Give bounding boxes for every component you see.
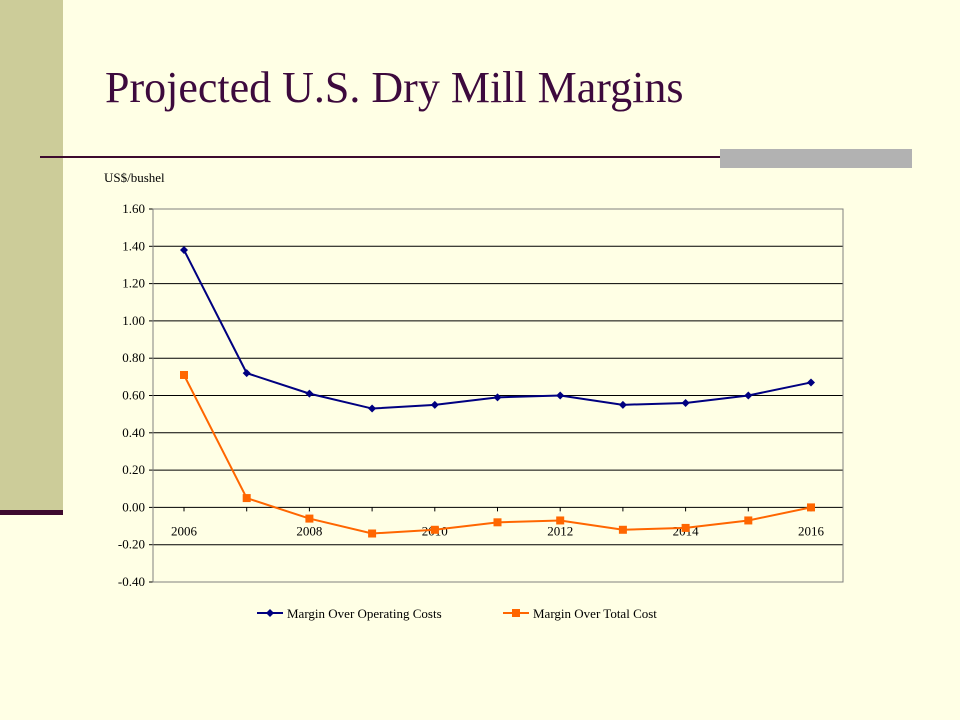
y-tick-label: 0.20 <box>122 462 145 477</box>
y-tick-label: 1.00 <box>122 313 145 328</box>
series <box>180 246 815 538</box>
x-tick-label: 2016 <box>798 523 825 538</box>
y-tick-label: 1.20 <box>122 276 145 291</box>
data-point <box>556 516 565 525</box>
title-rule-accent <box>720 149 912 168</box>
sidebar-foot-rule <box>0 510 63 515</box>
data-point <box>180 246 188 255</box>
data-point <box>618 525 627 534</box>
data-point <box>556 391 565 400</box>
data-point <box>242 369 251 378</box>
data-point <box>305 389 314 398</box>
y-tick-label: 0.00 <box>122 499 145 514</box>
data-point <box>430 400 439 409</box>
legend-label: Margin Over Total Cost <box>533 606 657 621</box>
data-point <box>744 391 753 400</box>
y-tick-labels: 1.60 1.40 1.20 1.00 0.80 0.60 0.40 0.20 0.00 -0.2… <box>118 201 145 589</box>
data-point <box>305 514 314 523</box>
y-tick-label: 0.60 <box>122 388 145 403</box>
data-point <box>493 518 502 527</box>
data-point <box>807 503 815 512</box>
y-tick-label: 1.60 <box>122 201 145 216</box>
x-tick-label: 2008 <box>296 523 322 538</box>
x-tick-label: 2012 <box>547 523 573 538</box>
data-point <box>681 398 690 407</box>
data-point <box>618 400 627 409</box>
legend-label: Margin Over Operating Costs <box>287 606 442 621</box>
y-tick-label: -0.20 <box>118 537 145 552</box>
plot-area <box>152 208 844 583</box>
data-point <box>807 378 815 387</box>
slide-title: Projected U.S. Dry Mill Margins <box>105 63 684 112</box>
data-point <box>180 370 188 379</box>
data-point <box>493 393 502 402</box>
sidebar-decoration <box>0 0 63 512</box>
title-rule <box>40 156 912 158</box>
y-tick-label: -0.40 <box>118 574 145 589</box>
legend-swatch-marker <box>266 609 274 617</box>
y-tick-label: 0.40 <box>122 425 145 440</box>
y-axis-label: US$/bushel <box>104 170 165 185</box>
data-point <box>368 529 377 538</box>
series-line-0 <box>183 249 812 410</box>
data-point <box>681 523 690 532</box>
x-tick-label: 2006 <box>171 523 198 538</box>
data-point <box>744 516 753 525</box>
legend-swatch-marker <box>512 609 520 617</box>
y-tick-label: 0.80 <box>122 350 145 365</box>
data-point <box>430 525 439 534</box>
data-point <box>242 494 251 503</box>
data-point <box>368 404 377 413</box>
legend: Margin Over Operating Costs Margin Over T… <box>257 606 657 621</box>
y-tick-label: 1.40 <box>122 238 145 253</box>
